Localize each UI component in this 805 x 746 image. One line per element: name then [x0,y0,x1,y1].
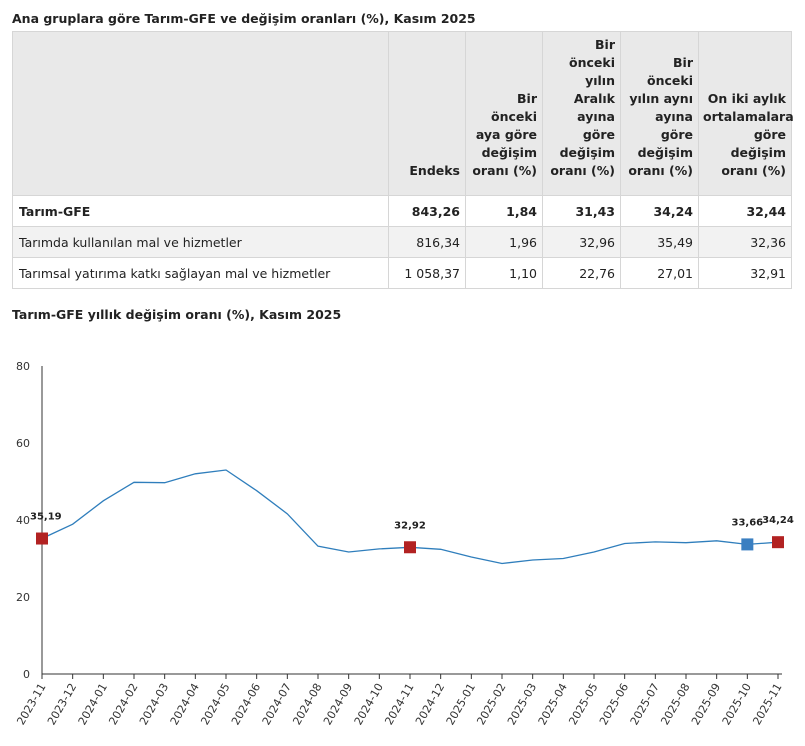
table-row: Tarımsal yatırıma katkı sağlayan mal ve … [12,257,792,289]
cell-monthly: 1,84 [465,195,543,227]
x-tick-label: 2024-04 [168,681,202,727]
cell-annual: 34,24 [620,195,699,227]
data-point-marker [772,536,784,549]
data-label: 32,92 [394,520,426,531]
header-monthly-change: Bir önceki aya göre değişim oranı (%) [465,31,543,196]
y-tick-label: 60 [16,437,30,450]
x-tick-label: 2024-01 [76,681,110,727]
y-tick-label: 0 [23,668,30,681]
x-tick-label: 2024-09 [321,681,355,727]
x-tick-label: 2025-10 [720,681,754,727]
x-tick-label: 2024-11 [382,681,416,727]
indicator-table: Endeks Bir önceki aya göre değişim oranı… [12,31,794,289]
cell-index: 843,26 [388,195,466,227]
cell-december: 31,43 [542,195,621,227]
cell-december: 32,96 [542,226,621,258]
x-tick-label: 2025-06 [597,681,631,727]
x-tick-label: 2024-10 [352,681,386,727]
header-group [12,31,389,196]
cell-monthly: 1,96 [465,226,543,258]
table-title: Ana gruplara göre Tarım-GFE ve değişim o… [12,11,476,26]
header-december-change: Bir önceki yılın Aralık ayına göre değiş… [542,31,621,196]
x-tick-label: 2025-05 [566,681,600,727]
x-tick-label: 2024-03 [137,681,171,727]
x-tick-label: 2025-04 [536,681,570,727]
y-tick-label: 40 [16,514,30,527]
x-tick-label: 2024-12 [413,681,447,727]
chart-title: Tarım-GFE yıllık değişim oranı (%), Kası… [12,307,342,322]
cell-annual: 35,49 [620,226,699,258]
x-tick-label: 2025-07 [628,681,662,727]
x-tick-label: 2024-02 [106,681,140,727]
cell-annual: 27,01 [620,257,699,289]
row-label: Tarımda kullanılan mal ve hizmetler [12,226,389,258]
data-label: 33,66 [732,517,764,528]
x-tick-label: 2023-12 [45,681,79,727]
data-point-marker [36,532,48,545]
table-row: Tarım-GFE 843,26 1,84 31,43 34,24 32,44 [12,195,792,227]
data-label: 35,19 [30,512,62,523]
cell-avg: 32,36 [698,226,792,258]
y-tick-label: 20 [16,591,30,604]
cell-index: 1 058,37 [388,257,466,289]
x-tick-label: 2024-07 [260,681,294,727]
y-tick-label: 80 [16,360,30,373]
cell-avg: 32,91 [698,257,792,289]
table-header-row: Endeks Bir önceki aya göre değişim oranı… [12,31,794,196]
x-tick-label: 2024-05 [198,681,232,727]
x-tick-label: 2025-11 [750,681,784,727]
data-label: 34,24 [762,515,794,526]
x-tick-label: 2023-11 [14,681,48,727]
data-point-marker [741,538,754,551]
x-tick-label: 2025-02 [474,681,508,727]
x-tick-label: 2024-08 [290,681,324,727]
data-point-marker [404,541,416,554]
row-label: Tarımsal yatırıma katkı sağlayan mal ve … [12,257,389,289]
cell-avg: 32,44 [698,195,792,227]
header-annual-change: Bir önceki yılın aynı ayına göre değişim… [620,31,699,196]
row-label: Tarım-GFE [12,195,389,227]
cell-monthly: 1,10 [465,257,543,289]
x-tick-label: 2025-08 [658,681,692,727]
x-tick-label: 2025-03 [505,681,539,727]
x-tick-label: 2024-06 [229,681,263,727]
x-tick-label: 2025-01 [444,681,478,727]
header-12-month-avg-change: On iki aylık ortalamalara göre değişim o… [698,31,794,196]
x-tick-label: 2025-09 [689,681,723,727]
